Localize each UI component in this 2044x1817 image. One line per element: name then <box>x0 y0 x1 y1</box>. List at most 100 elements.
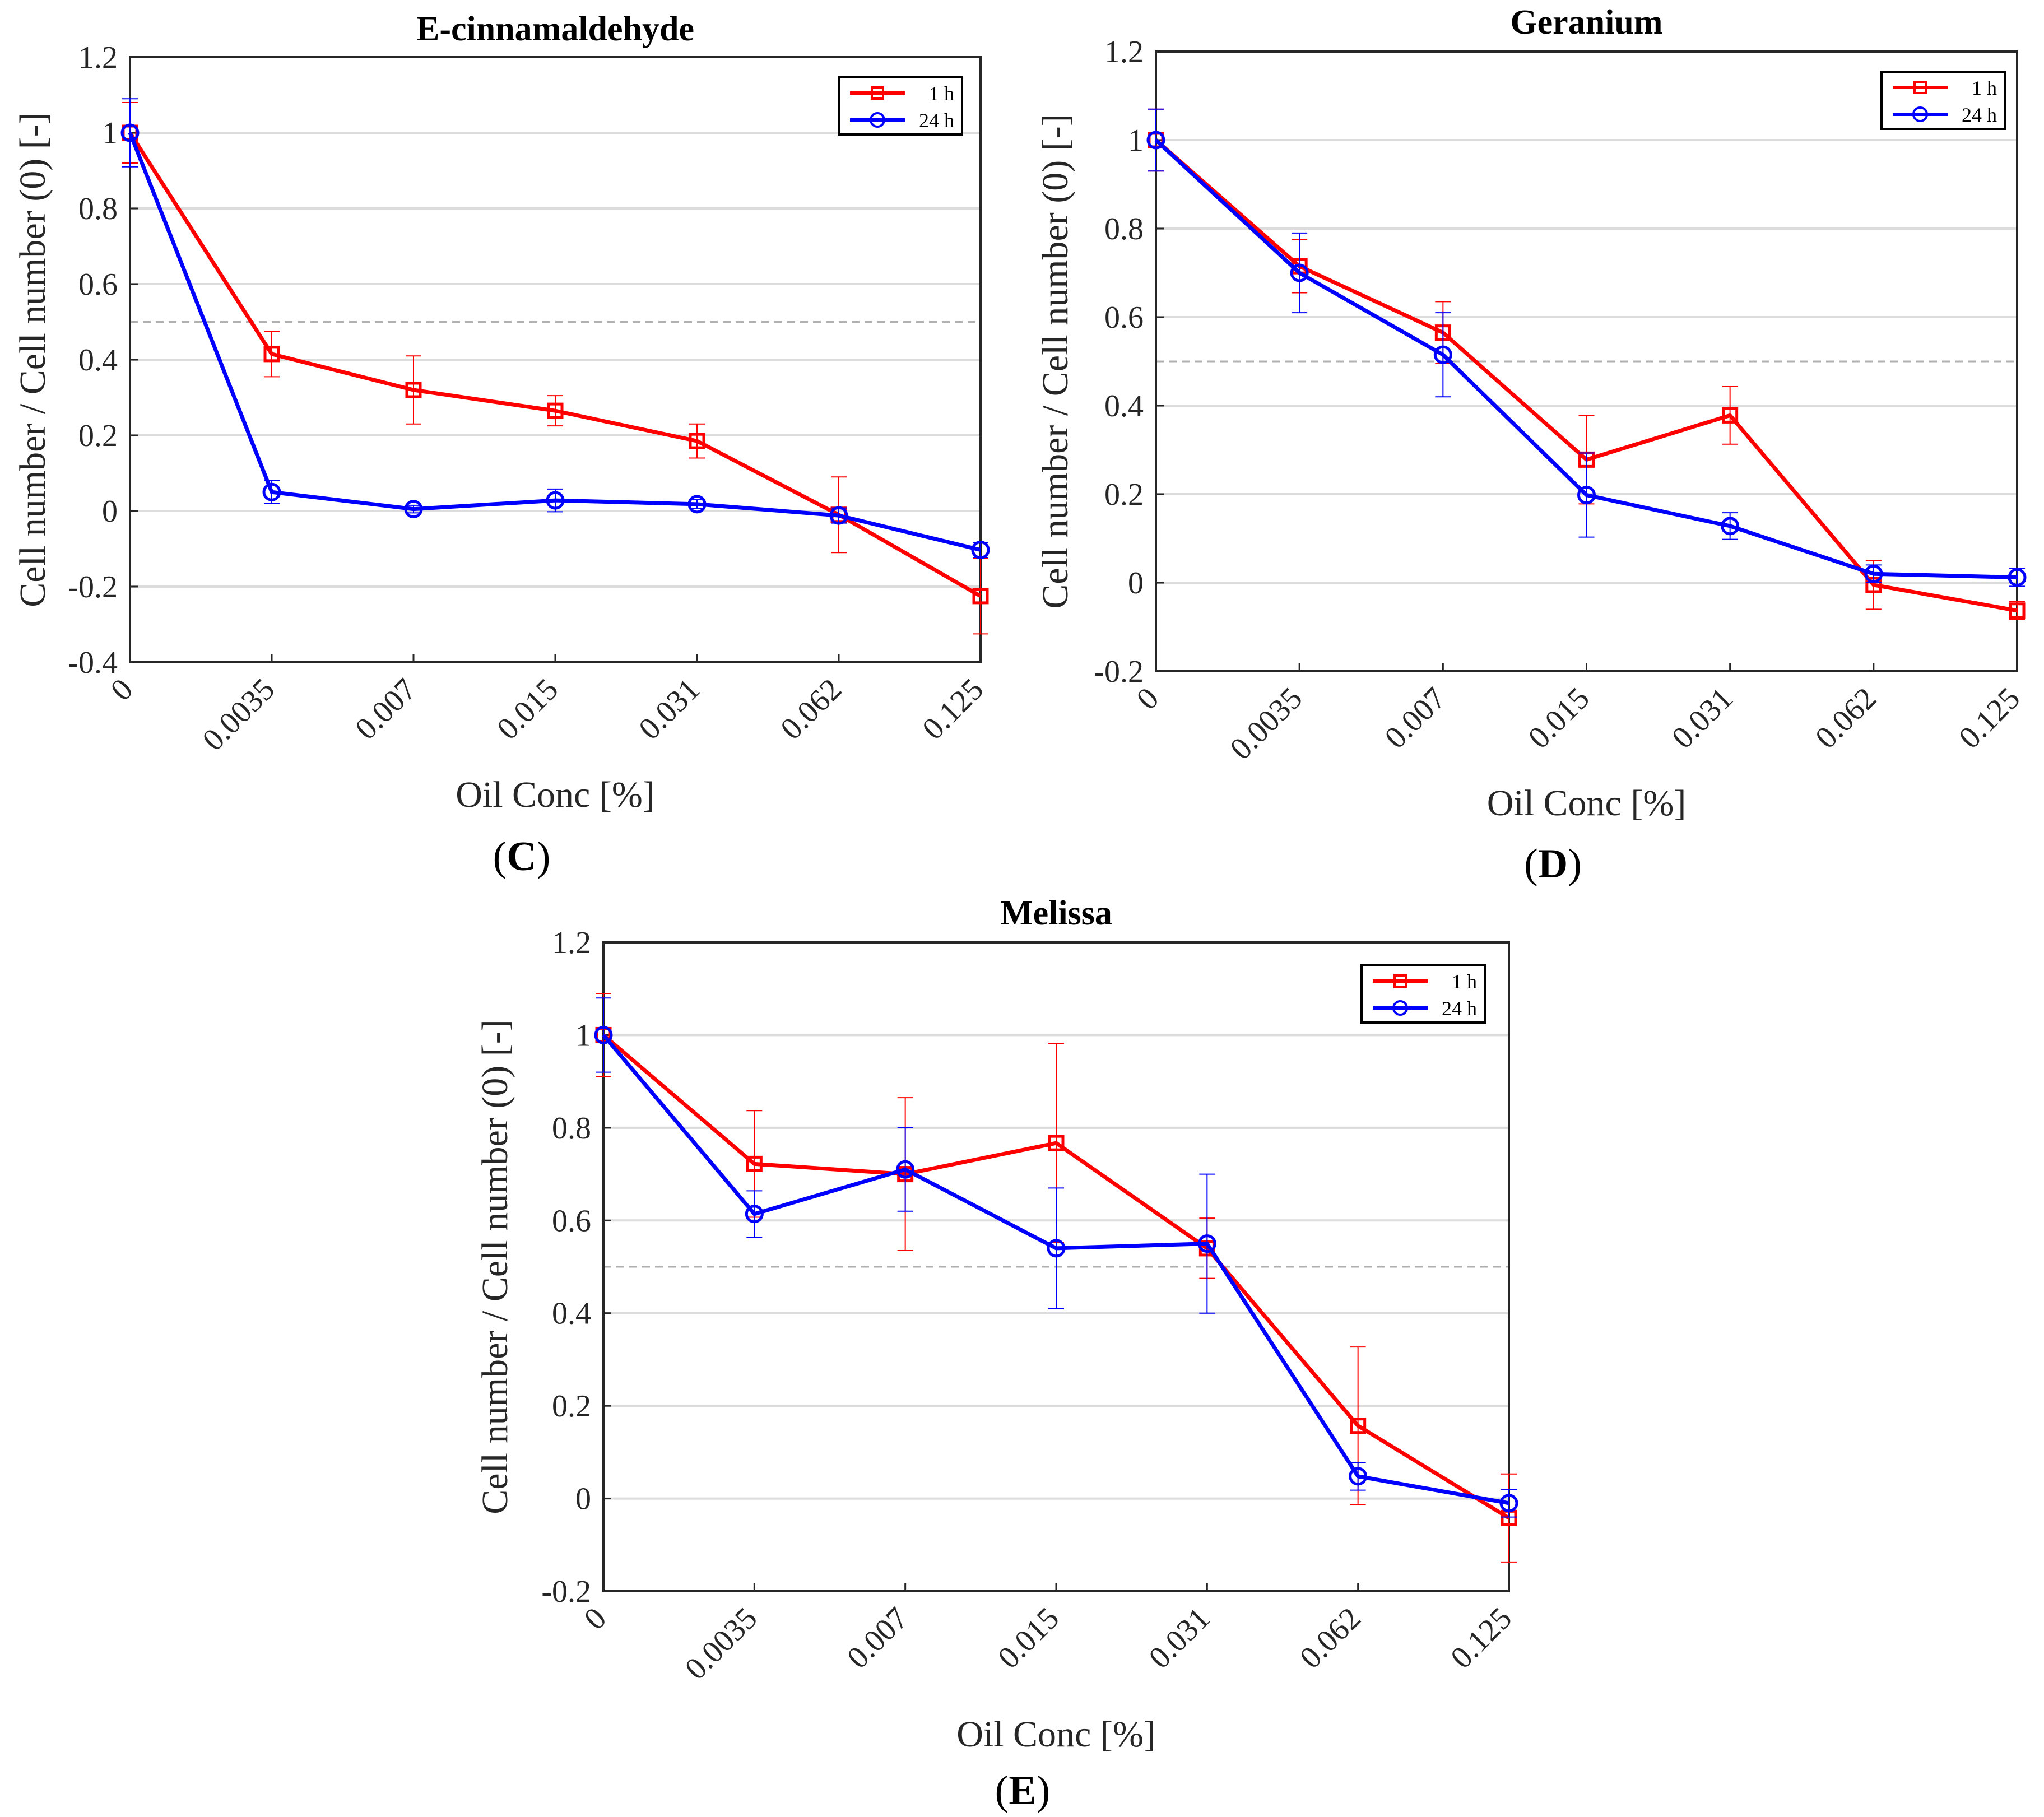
y-tick-label: 1.2 <box>552 926 591 960</box>
series-line <box>1154 138 2018 613</box>
panel-label: (C) <box>493 834 551 880</box>
y-tick-label: 0.2 <box>1104 477 1144 512</box>
y-tick-label: 0.4 <box>78 343 118 378</box>
data-point-circle <box>971 541 990 560</box>
data-point-square <box>746 1155 763 1172</box>
x-tick-label: 0 <box>104 672 140 708</box>
x-tick-label: 0.031 <box>632 672 707 746</box>
y-tick-label: 0 <box>575 1482 591 1517</box>
y-tick-label: 0.8 <box>1104 212 1144 247</box>
legend-label: 24 h <box>919 109 954 132</box>
panel-letter: E <box>1009 1768 1036 1814</box>
data-point-circle <box>745 1205 764 1224</box>
y-tick-label: 0.8 <box>552 1111 591 1146</box>
y-tick-label: 1 <box>102 116 118 151</box>
data-point-circle <box>2008 568 2027 587</box>
chart-title: E-cinnamaldehyde <box>416 10 694 48</box>
y-tick-label: 0.6 <box>78 267 118 302</box>
y-tick-label: 0 <box>1128 566 1144 601</box>
chart-d: -0.200.20.40.60.811.20 0.0035 0.007 0.015 0.… <box>1035 3 2027 887</box>
legend-label: 24 h <box>1442 997 1477 1020</box>
series-1h <box>1148 108 2026 620</box>
data-point-circle <box>1197 1234 1216 1253</box>
y-tick-label: 0.8 <box>78 192 118 226</box>
x-tick-label: 0.0035 <box>679 1601 764 1686</box>
legend: 1 h 24 h <box>1360 964 1486 1024</box>
x-axis-label: Oil Conc [%] <box>956 1714 1156 1755</box>
legend-marker-circle <box>1912 106 1928 122</box>
panel-letter: C <box>507 834 536 880</box>
legend-marker-square <box>1913 81 1927 94</box>
data-point-circle <box>1047 1239 1066 1258</box>
x-tick-label: 0.062 <box>1809 681 1883 755</box>
series-24h <box>120 98 990 560</box>
data-point-square <box>2009 602 2026 619</box>
y-tick-label: 1.2 <box>1104 35 1144 69</box>
x-tick-label: 0 <box>1130 681 1166 717</box>
panel-paren-close: ) <box>537 834 551 880</box>
series-24h <box>594 997 1518 1518</box>
series-line <box>1154 138 2018 580</box>
panel-paren-open: ( <box>995 1768 1009 1814</box>
x-tick-label: 0.007 <box>1378 681 1453 755</box>
legend-label: 24 h <box>1962 104 1997 126</box>
y-tick-label: 0.4 <box>552 1296 591 1331</box>
y-tick-label: -0.4 <box>68 645 118 680</box>
x-tick-label: 0.062 <box>774 672 848 746</box>
series-24h <box>1146 108 2027 587</box>
data-point-circle <box>1864 564 1883 583</box>
legend: 1 h 24 h <box>1880 71 2006 130</box>
legend-label: 1 h <box>1452 970 1477 993</box>
panel-label: (D) <box>1524 841 1582 887</box>
y-axis-label: Cell number / Cell number (0) [-] <box>1035 114 1076 608</box>
data-point-square <box>405 382 422 398</box>
x-tick-label: 0.125 <box>1444 1601 1518 1675</box>
x-tick-label: 0.007 <box>349 672 423 746</box>
data-point-circle <box>1499 1494 1518 1513</box>
legend-marker-circle <box>1392 1000 1408 1016</box>
y-tick-label: -0.2 <box>1094 654 1144 689</box>
data-point-circle <box>262 482 281 501</box>
series-line <box>602 1033 1510 1520</box>
y-axis-label: Cell number / Cell number (0) [-] <box>12 112 53 607</box>
series-line <box>128 132 982 598</box>
chart-title: Geranium <box>1510 3 1662 41</box>
chart-e: -0.200.20.40.60.811.20 0.0035 0.007 0.015 0.… <box>475 894 1518 1814</box>
x-tick-label: 0.0035 <box>1224 681 1309 766</box>
x-tick-label: 0.0035 <box>196 672 281 758</box>
y-tick-label: -0.2 <box>541 1574 591 1609</box>
panel-label: (E) <box>995 1768 1051 1814</box>
y-tick-label: 0.2 <box>78 419 118 453</box>
x-tick-label: 0.062 <box>1293 1601 1368 1675</box>
data-point-circle <box>404 500 423 519</box>
series-line <box>602 1034 1509 1505</box>
y-tick-label: 1 <box>575 1018 591 1053</box>
y-tick-label: -0.2 <box>68 570 118 605</box>
x-tick-label: 0.125 <box>1952 681 2027 755</box>
chart-c: -0.4 -0.2 0 0.2 0.4 0.6 0.8 1 1.2 0 0.0035 0.007 0.0… <box>12 10 990 880</box>
chart-title: Melissa <box>1000 894 1112 932</box>
legend: 1 h 24 h <box>838 76 963 136</box>
y-tick-label: 0.4 <box>1104 389 1144 424</box>
panel-paren-open: ( <box>493 834 507 880</box>
x-tick-label: 0.007 <box>840 1601 915 1675</box>
data-point-circle <box>896 1160 915 1179</box>
panel-paren-close: ) <box>1037 1768 1051 1814</box>
series-line <box>128 132 981 552</box>
data-point-circle <box>1577 486 1596 505</box>
legend-label: 1 h <box>1972 77 1997 99</box>
data-point-square <box>1722 407 1739 424</box>
x-tick-label: 0.015 <box>991 1601 1066 1675</box>
x-axis-label: Oil Conc [%] <box>1487 783 1687 824</box>
x-tick-label: 0.015 <box>1522 681 1596 755</box>
data-point-circle <box>829 506 848 525</box>
y-tick-label: 0.2 <box>552 1389 591 1424</box>
data-point-circle <box>1721 517 1740 536</box>
data-point-circle <box>546 491 565 510</box>
legend-box <box>1880 71 2006 130</box>
data-point-circle <box>687 495 707 514</box>
x-tick-label: 0.031 <box>1142 1601 1217 1675</box>
legend-marker-square <box>1393 974 1407 988</box>
data-point-circle <box>1290 263 1309 282</box>
data-point-square <box>1048 1135 1065 1151</box>
